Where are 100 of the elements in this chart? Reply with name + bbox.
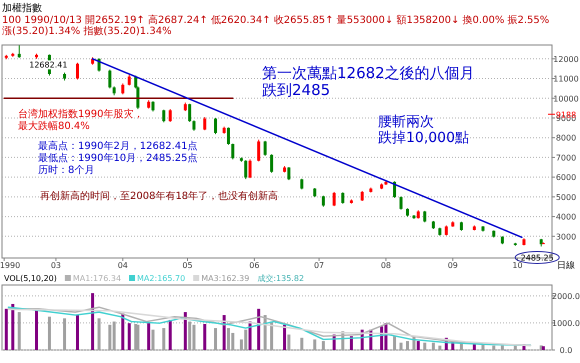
bar — [244, 330, 248, 350]
bar — [112, 322, 116, 350]
annotation: 最大跌幅80.4% — [18, 120, 90, 132]
chart-title: 加權指數 — [2, 2, 42, 14]
bar — [98, 318, 101, 350]
candlestick — [423, 210, 426, 223]
bar — [184, 312, 187, 350]
annotation: 再创新高的时间，至2008年有18年了，也没有创新高 — [40, 190, 278, 202]
candlestick — [18, 44, 21, 58]
bar — [18, 312, 21, 350]
candlestick — [248, 158, 252, 179]
bar — [270, 322, 274, 350]
candlestick — [128, 74, 131, 86]
y-tick-label: 6000 — [556, 173, 576, 182]
bar — [432, 342, 435, 350]
candlestick — [257, 139, 260, 162]
annotation: 最低点：1990年10月，2485.25点 — [38, 152, 198, 164]
candlestick — [121, 82, 124, 95]
candlestick — [162, 109, 166, 123]
legend-label: MA3:162.39 — [201, 274, 250, 283]
legend-label: MA1:176.34 — [72, 274, 122, 283]
candlestick — [460, 221, 463, 232]
y-tick-label: 1000.0 — [552, 318, 580, 328]
x-tick-label: 10 — [512, 261, 523, 270]
bar — [48, 316, 51, 350]
y-tick-label: 0.0 — [560, 346, 572, 355]
bar — [168, 320, 172, 350]
bar — [63, 318, 66, 350]
candlestick — [188, 103, 192, 122]
bar — [108, 324, 112, 350]
candlestick — [341, 192, 344, 204]
annotation: 2485.25 — [520, 253, 554, 262]
y-tick-label: 2000.0 — [552, 292, 580, 301]
chart-title: VOL(5,10,20) — [4, 274, 57, 283]
bar — [300, 338, 304, 350]
candlestick — [270, 154, 274, 174]
x-tick-label: 08 — [380, 261, 392, 270]
annotation: 第一次萬點12682之後的八個月 — [262, 64, 475, 82]
bar — [438, 346, 442, 350]
x-tick-label: 1990 — [0, 261, 20, 270]
bar — [283, 324, 286, 350]
y-tick-label: 4000 — [556, 212, 576, 222]
x-tick-label: 05 — [182, 261, 193, 270]
legend-label: MA2:165.70 — [137, 274, 186, 283]
x-tick-label: 07 — [314, 261, 324, 270]
candlestick — [192, 120, 196, 132]
bar — [203, 324, 206, 350]
bar — [416, 341, 420, 350]
bar — [11, 304, 14, 350]
bar — [188, 322, 192, 350]
bar — [147, 323, 150, 350]
bar — [400, 342, 403, 350]
annotation: 台湾加权指数1990年股灾， — [18, 108, 144, 120]
bar — [121, 313, 124, 350]
bar — [91, 293, 94, 350]
bar — [313, 339, 316, 350]
y-tick-label: 11000 — [553, 74, 579, 84]
candlestick — [231, 143, 234, 160]
candlestick — [287, 166, 290, 181]
text: 日線 — [557, 260, 575, 271]
chart-subtitle: 100 1990/10/13 開2652.19↑ 高2687.24↑ 低2620.34↑ 收2655.85↑ 量553000↓ 額1358200↓ 換0.00% 振2.55% 漲(35.20)1.34% 指數(35.20)1.34% — [2, 14, 550, 37]
x-tick-label: 09 — [448, 261, 458, 270]
annotation: 跌到2485 — [262, 81, 330, 99]
bar — [492, 346, 496, 350]
candlestick — [244, 160, 248, 180]
bar — [406, 341, 409, 350]
candlestick — [151, 100, 154, 112]
candlestick — [108, 69, 112, 89]
candlestick — [214, 117, 218, 135]
x-tick-label: 03 — [50, 261, 62, 270]
bar — [35, 308, 38, 350]
candlestick — [168, 108, 172, 122]
text: 成交:135.82 — [257, 274, 304, 283]
candlestick — [332, 191, 336, 207]
bar — [151, 330, 154, 350]
candlestick — [444, 224, 448, 236]
candlestick — [264, 140, 267, 156]
candlestick — [400, 196, 403, 210]
candlestick — [226, 126, 230, 146]
y-tick-label: 3000 — [556, 232, 576, 242]
x-tick-label: 04 — [118, 261, 128, 270]
x-tick-label: 06 — [249, 261, 260, 270]
y-tick-label: 8000 — [556, 134, 576, 143]
candlestick — [322, 195, 325, 208]
annotation: 历时：8个月 — [38, 164, 94, 176]
annotation: 最高点：1990年2月，12682.41点 — [38, 140, 198, 152]
annotation: 跌掉10,000點 — [378, 130, 469, 146]
bar — [472, 344, 476, 350]
bar — [192, 324, 196, 350]
candlestick — [360, 190, 364, 202]
bar — [76, 315, 79, 350]
candlestick — [203, 116, 206, 131]
bar — [322, 341, 325, 350]
bar — [214, 328, 218, 350]
bar — [4, 308, 8, 350]
y-tick-label: 7000 — [556, 153, 576, 162]
bar — [287, 334, 290, 350]
bar — [393, 336, 396, 350]
y-tick-label: 12000 — [553, 54, 579, 64]
candlestick — [300, 178, 304, 190]
